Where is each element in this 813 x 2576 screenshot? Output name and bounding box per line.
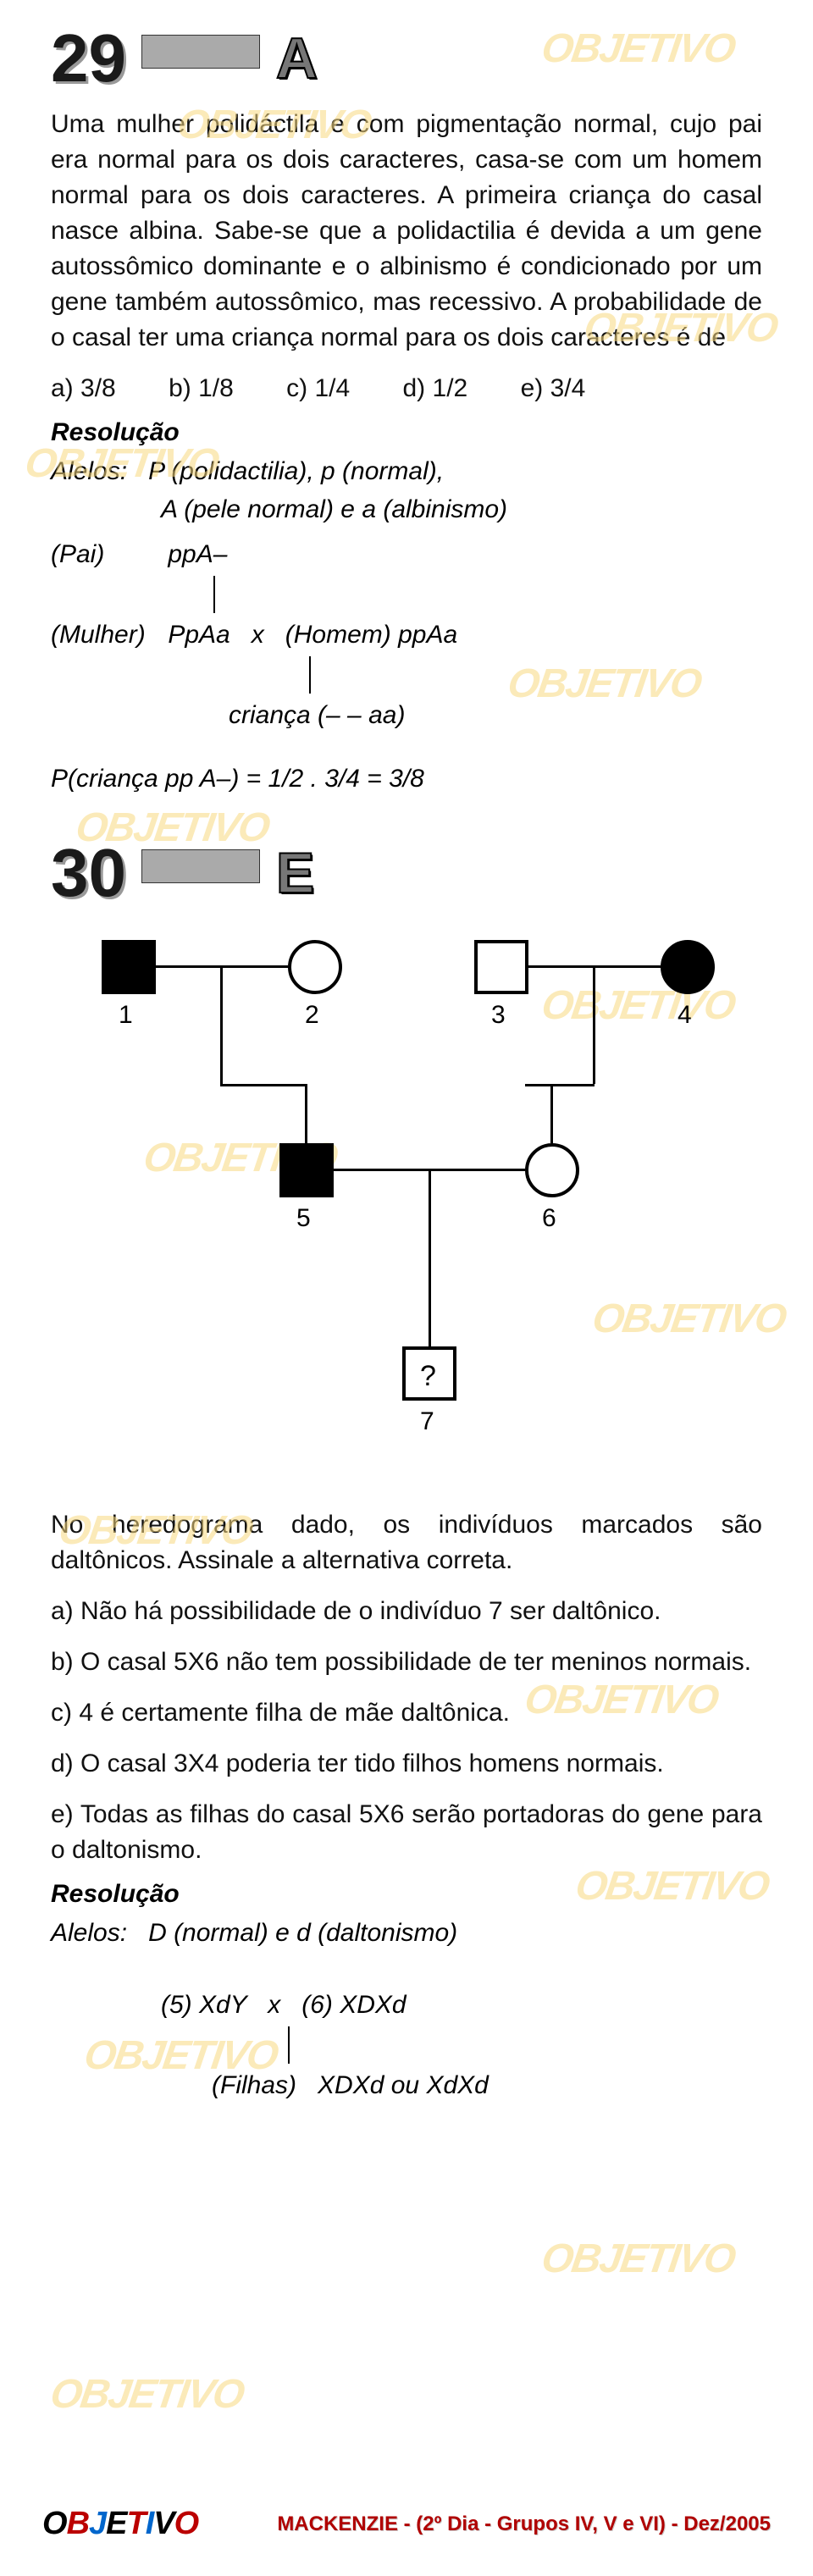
pedigree-label-6: 6 — [542, 1204, 556, 1233]
q30-opt-e-text: e) Todas as filhas do casal 5X6 serão po… — [51, 1800, 762, 1864]
pedigree-line — [429, 1169, 431, 1346]
pedigree-line — [220, 1084, 307, 1086]
q30-opt-e: e) Todas as filhas do casal 5X6 serão po… — [51, 1797, 762, 1868]
q29-number: 29 — [51, 28, 126, 89]
q30-opt-a: a) Não há possibilidade de o indivíduo 7… — [51, 1594, 762, 1629]
q30-alelos-text: D (normal) e d (daltonismo) — [148, 1919, 457, 1947]
q30-cross-left: (5) XdY — [161, 1991, 246, 2019]
alelos-label: Alelos: — [51, 457, 127, 485]
pedigree-line — [525, 1084, 595, 1086]
q30-alelos-label: Alelos: — [51, 1919, 127, 1947]
pedigree-node-6 — [525, 1143, 579, 1197]
cross-x: x — [252, 621, 264, 649]
q30-opt-d: d) O casal 3X4 poderia ter tido filhos h… — [51, 1746, 762, 1782]
pedigree-label-7-num: 7 — [420, 1407, 434, 1436]
pedigree-label-7: ? — [420, 1360, 436, 1393]
q30-header: 30 E — [51, 840, 762, 906]
pedigree-line — [220, 965, 223, 1084]
homem-genotype: (Homem) ppAa — [285, 621, 457, 649]
pai-label: (Pai) — [51, 535, 161, 573]
q30-text: No heredograma dado, os indivíduos marca… — [51, 1507, 762, 1578]
pedigree-label-3: 3 — [491, 1001, 506, 1030]
pedigree-diagram: 1 2 3 4 5 6? 7 — [51, 940, 762, 1482]
q30-filhas-text: XDXd ou XdXd — [318, 2071, 489, 2099]
q30-answer-letter: E — [276, 840, 314, 906]
q29-cross: (Pai) ppA– — [51, 535, 762, 573]
watermark: OBJETIVO — [47, 2371, 246, 2418]
q30-cross-x: x — [268, 1991, 280, 2019]
q29-crianca: criança (– – aa) — [229, 696, 762, 734]
q29-prob: P(criança pp A–) = 1/2 . 3/4 = 3/8 — [51, 760, 762, 798]
pedigree-node-2 — [288, 940, 342, 994]
alelos-line1: P (polidactilia), p (normal), — [148, 457, 444, 485]
q29-options: a) 3/8 b) 1/8 c) 1/4 d) 1/2 e) 3/4 — [51, 371, 762, 406]
q29-opt-d: d) 1/2 — [403, 371, 468, 406]
q29-opt-c: c) 1/4 — [286, 371, 350, 406]
cross-line-1 — [213, 576, 215, 613]
page-footer: OBJETIVO MACKENZIE - (2º Dia - Grupos IV… — [0, 2506, 813, 2542]
pedigree-node-3 — [474, 940, 528, 994]
objetivo-logo: OBJETIVO — [42, 2506, 198, 2542]
pedigree-node-1 — [102, 940, 156, 994]
pedigree-node-5 — [279, 1143, 334, 1197]
q29-opt-a: a) 3/8 — [51, 371, 116, 406]
q30-opt-c: c) 4 é certamente filha de mãe daltônica… — [51, 1695, 762, 1731]
q29-opt-e: e) 3/4 — [521, 371, 586, 406]
q29-opt-b: b) 1/8 — [169, 371, 234, 406]
pedigree-label-1: 1 — [119, 1001, 133, 1030]
q30-number: 30 — [51, 843, 126, 904]
q29-cross2: (Mulher) PpAa x (Homem) ppAa — [51, 616, 762, 654]
mulher-label: (Mulher) — [51, 616, 161, 654]
difficulty-bar — [141, 35, 260, 69]
pedigree-line — [593, 965, 595, 1084]
q29-resolucao-label: Resolução — [51, 418, 762, 447]
alelos-line2: A (pele normal) e a (albinismo) — [161, 495, 507, 523]
q30-cross-line — [288, 2026, 290, 2064]
q30-filhas: (Filhas) XDXd ou XdXd — [212, 2066, 762, 2104]
pedigree-line — [305, 1084, 307, 1143]
q30-resolucao-label: Resolução — [51, 1880, 762, 1909]
q29-header: 29 A — [51, 25, 762, 91]
pedigree-label-5: 5 — [296, 1204, 311, 1233]
pedigree-node-4 — [661, 940, 715, 994]
q30-cross: (5) XdY x (6) XDXd — [161, 1986, 762, 2024]
pedigree-line — [550, 1084, 553, 1143]
difficulty-bar-30 — [141, 849, 260, 883]
pedigree-label-4: 4 — [678, 1001, 692, 1030]
q29-text: Uma mulher polidáctila e com pigmentação… — [51, 107, 762, 356]
cross-line-2 — [309, 656, 311, 694]
footer-text: MACKENZIE - (2º Dia - Grupos IV, V e VI)… — [277, 2512, 771, 2536]
mulher-genotype: PpAa — [168, 621, 230, 649]
q30-opt-b: b) O casal 5X6 não tem possibilidade de … — [51, 1645, 762, 1680]
q30-filhas-label: (Filhas) — [212, 2071, 296, 2099]
pai-genotype: ppA– — [168, 540, 227, 568]
q30-opt-b-text: b) O casal 5X6 não tem possibilidade de … — [51, 1648, 751, 1676]
q29-answer-letter: A — [276, 25, 318, 91]
q30-cross-right: (6) XDXd — [301, 1991, 406, 2019]
q30-alelos: Alelos: D (normal) e d (daltonismo) — [51, 1914, 762, 1952]
q29-alelos: Alelos: P (polidactilia), p (normal), A … — [51, 452, 762, 528]
watermark: OBJETIVO — [539, 2236, 737, 2282]
pedigree-label-2: 2 — [305, 1001, 319, 1030]
